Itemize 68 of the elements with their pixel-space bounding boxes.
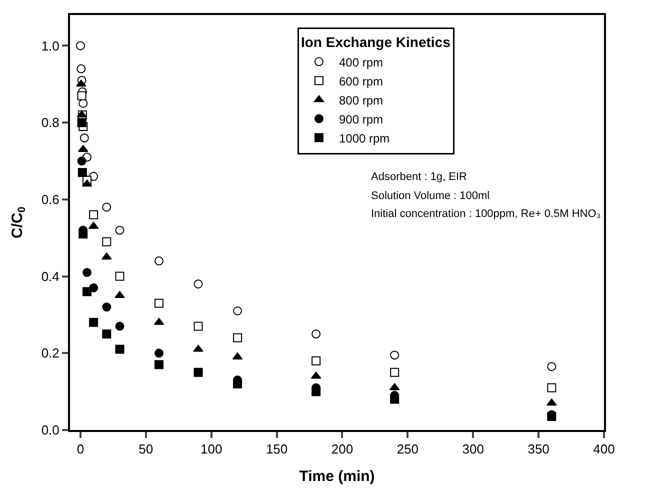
x-tick-label: 300 [462, 442, 484, 457]
y-tick-label: 0.6 [41, 192, 60, 207]
point [115, 226, 124, 235]
point [80, 133, 89, 142]
point [546, 398, 557, 406]
annotation: Solution Volume : 100ml [371, 190, 490, 202]
point [193, 344, 204, 352]
point [102, 202, 112, 212]
point [82, 268, 92, 277]
x-tick-label: 350 [528, 442, 550, 457]
legend-label: 900 rpm [338, 112, 384, 126]
point [154, 256, 164, 266]
point [312, 356, 321, 366]
point [233, 379, 242, 388]
x-tick-label: 250 [396, 442, 419, 457]
point [390, 368, 400, 377]
point [77, 118, 86, 128]
point [390, 394, 400, 404]
x-tick-label: 0 [76, 442, 84, 457]
point [547, 362, 556, 372]
y-tick-label: 1.0 [41, 38, 60, 54]
x-tick-label: 150 [266, 442, 288, 457]
point [390, 350, 400, 360]
legend-label: 1000 rpm [338, 131, 390, 146]
legend-label: 400 rpm [338, 55, 384, 70]
point [233, 333, 242, 342]
point [89, 318, 98, 327]
point [115, 322, 124, 331]
annotation: Adsorbent : 1g, EIR [371, 171, 468, 183]
y-tick-label: 0.8 [41, 115, 60, 130]
point [102, 329, 112, 338]
y-tick-label: 0.0 [41, 422, 60, 438]
x-tick-label: 100 [200, 442, 222, 457]
legend-label: 800 rpm [338, 93, 384, 108]
annotation: Initial concentration : 100ppm, Re+ 0.5M HNO₃ [371, 208, 601, 220]
point [547, 383, 556, 392]
point [115, 344, 124, 354]
point [312, 329, 321, 338]
point [89, 210, 98, 220]
point [77, 156, 86, 166]
point [102, 302, 112, 312]
point [233, 306, 242, 316]
point [76, 80, 86, 87]
point [102, 252, 112, 260]
point [78, 168, 87, 178]
x-tick-label: 50 [138, 442, 154, 457]
x-tick-label: 200 [331, 442, 354, 457]
x-axis-title: Time (min) [299, 468, 375, 486]
point [154, 360, 164, 370]
y-tick-label: 0.2 [41, 346, 60, 361]
legend-label: 600 rpm [338, 74, 384, 88]
point [115, 272, 124, 281]
point [114, 291, 125, 298]
y-tick-label: 0.4 [41, 268, 60, 284]
legend-title: Ion Exchange Kinetics [300, 34, 451, 50]
point [76, 41, 85, 50]
point [77, 91, 86, 100]
point [154, 298, 164, 308]
point [194, 368, 203, 377]
point [194, 322, 203, 331]
point [76, 64, 86, 74]
point [194, 279, 203, 288]
x-tick-label: 400 [593, 442, 615, 457]
point [78, 230, 88, 239]
point [154, 348, 164, 358]
point [82, 287, 92, 296]
point [312, 387, 321, 396]
point [102, 237, 112, 246]
